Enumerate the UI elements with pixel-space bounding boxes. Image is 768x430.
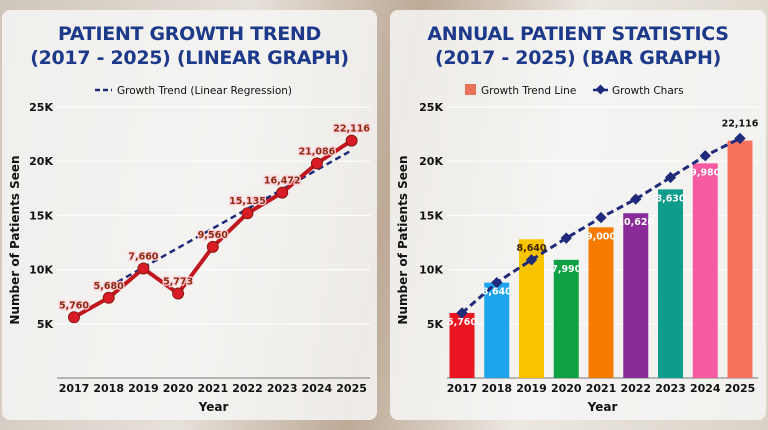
data-point [137, 262, 150, 275]
bar [658, 189, 683, 378]
bar-label: 22,116 [722, 119, 759, 130]
y-tick-label: 15K [29, 209, 53, 222]
bar [553, 259, 579, 378]
y-tick-label: 15K [419, 209, 443, 222]
x-tick-label: 2019 [516, 382, 547, 395]
x-tick-label: 2017 [447, 382, 478, 395]
diamond-marker [456, 307, 468, 319]
y-tick-label: 20K [29, 155, 53, 168]
x-tick-label: 2024 [302, 382, 333, 395]
data-label: 15,135 [229, 196, 266, 207]
x-axis-title: Year [198, 400, 229, 414]
y-tick-label: 5K [427, 318, 444, 331]
y-tick-label: 20K [419, 155, 443, 168]
x-tick-label: 2022 [620, 382, 651, 395]
x-tick-label: 2022 [232, 382, 263, 395]
x-tick-label: 2021 [586, 382, 617, 395]
x-axis-title: Year [587, 400, 618, 414]
data-point [68, 311, 80, 324]
diamond-marker [491, 276, 503, 289]
data-point [241, 207, 254, 220]
x-tick-label: 2020 [163, 382, 194, 395]
data-label: 5,680 [94, 281, 124, 292]
data-label: 7,660 [128, 252, 158, 263]
bar [692, 163, 718, 378]
bar [623, 213, 649, 378]
legend-trend-label: Growth Trend (Linear Regression) [117, 85, 292, 97]
data-point [276, 186, 289, 199]
chart-title: ANNUAL PATIENT STATISTICS [427, 23, 729, 45]
bar-label: 8,640 [482, 287, 512, 298]
bar-label: 8,630 [655, 193, 685, 204]
bar [484, 282, 510, 378]
trend-line [108, 149, 353, 289]
x-tick-label: 2024 [690, 382, 721, 395]
bar-label: 5,760 [447, 317, 477, 328]
x-tick-label: 2019 [128, 382, 159, 395]
bar-label: 7,990 [551, 264, 581, 275]
data-label: 5,760 [59, 300, 89, 311]
y-tick-label: 10K [29, 264, 53, 277]
x-tick-label: 2025 [725, 382, 756, 395]
data-label: 16,472 [264, 176, 301, 187]
x-tick-label: 2025 [336, 382, 367, 395]
chart-title: PATIENT GROWTH TREND [58, 23, 321, 45]
x-tick-label: 2018 [481, 382, 512, 395]
bar-label: 9,000 [586, 231, 616, 242]
y-tick-label: 25K [29, 101, 53, 114]
data-point [310, 157, 323, 170]
diamond-marker [560, 232, 572, 244]
x-tick-label: 2020 [551, 382, 582, 395]
y-tick-label: 5K [37, 318, 54, 331]
bar [588, 227, 614, 378]
legend-bar-label: Growth Trend Line [481, 85, 576, 97]
bar-label: 10,620 [617, 217, 654, 228]
legend-diamond-icon [595, 84, 606, 95]
chart-subtitle: (2017 - 2025) (BAR GRAPH) [435, 47, 721, 69]
x-tick-label: 2021 [197, 382, 228, 395]
legend-line-label: Growth Chars [612, 85, 684, 97]
x-tick-label: 2023 [655, 382, 686, 395]
data-label: 5,773 [163, 276, 193, 287]
diamond-marker [630, 193, 642, 205]
data-point [206, 240, 219, 253]
data-point [172, 287, 185, 300]
diamond-marker [595, 211, 607, 224]
diamond-marker [699, 150, 711, 162]
data-label: 9,560 [198, 230, 228, 241]
y-axis-title: Number of Patients Seen [396, 155, 410, 324]
chart-subtitle: (2017 - 2025) (LINEAR GRAPH) [30, 47, 349, 69]
y-axis-title: Number of Patients Seen [8, 155, 22, 324]
y-tick-label: 25K [419, 101, 443, 114]
bar-label: 9,980 [690, 167, 720, 178]
x-tick-label: 2017 [59, 382, 90, 395]
y-tick-label: 10K [419, 264, 443, 277]
data-point [345, 134, 358, 147]
bar [727, 140, 753, 378]
bar [449, 312, 475, 378]
diamond-marker [734, 132, 746, 145]
x-tick-label: 2018 [93, 382, 124, 395]
bar-label: 8,640 [516, 243, 546, 254]
diamond-marker [664, 171, 677, 184]
data-point [102, 291, 115, 304]
data-label: 21,086 [299, 146, 336, 157]
x-tick-label: 2023 [267, 382, 298, 395]
diamond-marker [525, 254, 538, 266]
data-label: 22,116 [333, 124, 370, 135]
legend-bar-swatch [465, 84, 476, 95]
